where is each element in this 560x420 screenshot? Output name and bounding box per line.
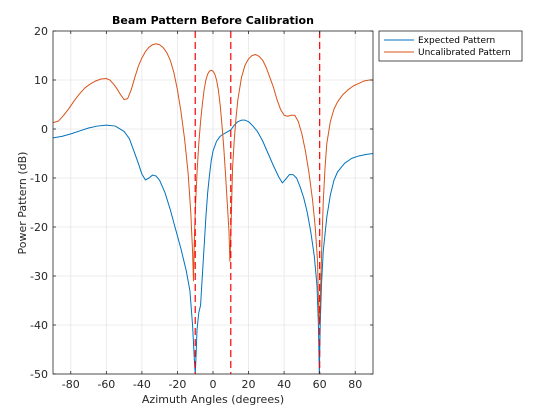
y-tick-label: 10 (34, 74, 48, 87)
series-layer (53, 43, 373, 374)
legend-label-expected: Expected Pattern (418, 36, 495, 46)
y-tick-label: -20 (30, 221, 48, 234)
x-tick-label: 60 (313, 378, 327, 391)
axis-ticks: -80 -60 -40 -20 0 20 40 60 80 20 10 0 -10 -20 -30 -40 -5… (30, 25, 373, 391)
y-tick-label: 0 (41, 123, 48, 136)
x-tick-label: 20 (242, 378, 256, 391)
y-tick-label: -10 (30, 172, 48, 185)
y-tick-label: -50 (30, 368, 48, 381)
x-tick-label: -40 (133, 378, 151, 391)
legend: Expected Pattern Uncalibrated Pattern (378, 30, 523, 62)
reference-lines (194, 31, 321, 374)
x-tick-label: 0 (210, 378, 217, 391)
x-axis-label: Azimuth Angles (degrees) (142, 393, 284, 406)
series-line-uncalibrated (53, 43, 373, 326)
x-tick-label: -60 (97, 378, 115, 391)
y-tick-label: -40 (30, 319, 48, 332)
legend-label-uncalibrated: Uncalibrated Pattern (418, 48, 511, 58)
y-axis-label: Power Pattern (dB) (16, 152, 29, 255)
x-tick-label: -20 (168, 378, 186, 391)
chart-title: Beam Pattern Before Calibration (112, 14, 314, 27)
x-tick-label: -80 (62, 378, 80, 391)
x-tick-label: 80 (348, 378, 362, 391)
legend-box (378, 30, 523, 62)
x-tick-label: 40 (277, 378, 291, 391)
y-tick-label: -30 (30, 270, 48, 283)
y-tick-label: 20 (34, 25, 48, 38)
plot-area: -80 -60 -40 -20 0 20 40 60 80 20 10 0 -10 -20 -30 -40 -5… (30, 25, 374, 391)
series-line-expected (53, 119, 373, 374)
